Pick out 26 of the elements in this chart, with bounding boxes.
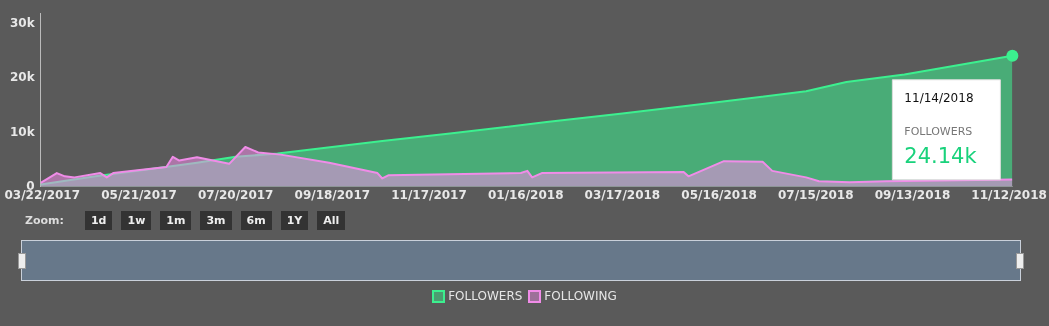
x-tick-label: 07/20/2017 <box>197 187 274 202</box>
x-tick-label: 11/17/2017 <box>391 187 467 202</box>
x-tick-label: 07/15/2018 <box>777 187 854 202</box>
x-tick-label: 11/12/2018 <box>971 187 1047 202</box>
x-tick-label: 05/21/2017 <box>101 187 177 202</box>
text: Zoom: <box>25 214 64 227</box>
x-tick-label: 09/13/2018 <box>874 187 951 202</box>
annotation: 11/14/2018 <box>904 90 974 105</box>
text: 1Y <box>280 211 309 230</box>
y-tick-label: 20k <box>9 70 36 85</box>
y-tick-label: 30k <box>9 16 36 31</box>
x-tick-label: 01/16/2018 <box>487 187 564 202</box>
text: 1d <box>84 211 113 230</box>
x-tick-label: 09/18/2017 <box>294 187 371 202</box>
text: 1w <box>121 211 152 230</box>
y-tick-label: 10k <box>9 124 36 139</box>
legend-label: FOLLOWERS <box>448 289 523 303</box>
text: 3m <box>200 211 232 230</box>
legend-label: FOLLOWING <box>544 289 617 303</box>
text: 1m <box>160 211 192 230</box>
x-tick-label: 03/17/2018 <box>584 187 661 202</box>
annotation: 24.14k <box>904 143 978 168</box>
x-tick-label: 05/16/2018 <box>681 187 757 202</box>
text: 6m <box>240 211 272 230</box>
annotation: FOLLOWERS <box>904 124 973 138</box>
text: All <box>317 211 346 230</box>
